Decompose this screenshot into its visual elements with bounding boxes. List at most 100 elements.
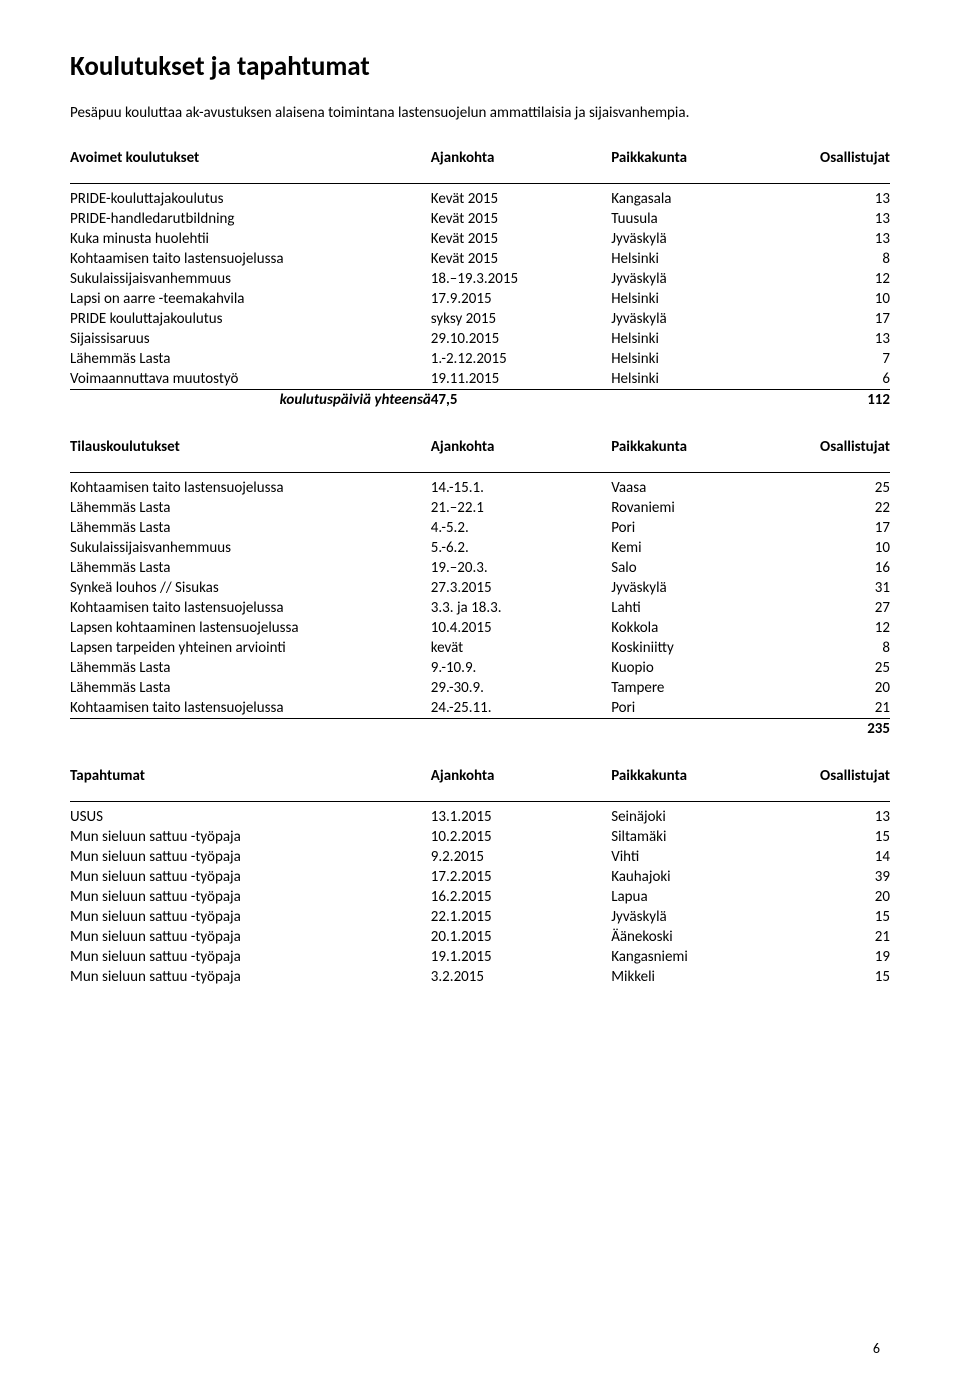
cell: Jyväskylä bbox=[611, 907, 791, 927]
table-row: Mun sieluun sattuu -työpaja22.1.2015Jyvä… bbox=[70, 907, 890, 927]
cell: Jyväskylä bbox=[611, 229, 791, 249]
cell: 22 bbox=[792, 498, 890, 518]
cell: 8 bbox=[792, 638, 890, 658]
table-row: Mun sieluun sattuu -työpaja9.2.2015Vihti… bbox=[70, 847, 890, 867]
cell: Kohtaamisen taito lastensuojelussa bbox=[70, 598, 431, 618]
cell: 13 bbox=[792, 229, 890, 249]
table-row: Lapsen tarpeiden yhteinen arviointikevät… bbox=[70, 638, 890, 658]
table-row: PRIDE kouluttajakoulutussyksy 2015Jyväsk… bbox=[70, 309, 890, 329]
cell: 15 bbox=[792, 827, 890, 847]
total-sum: 112 bbox=[792, 390, 890, 411]
cell: Pori bbox=[611, 698, 791, 719]
cell: 9.-10.9. bbox=[431, 658, 611, 678]
cell: Helsinki bbox=[611, 349, 791, 369]
table-row: Lähemmäs Lasta29.-30.9.Tampere20 bbox=[70, 678, 890, 698]
col-header: Avoimet koulutukset bbox=[70, 149, 431, 184]
table-row: USUS13.1.2015Seinäjoki13 bbox=[70, 802, 890, 828]
cell: Kokkola bbox=[611, 618, 791, 638]
cell: Mun sieluun sattuu -työpaja bbox=[70, 847, 431, 867]
cell: 20 bbox=[792, 678, 890, 698]
cell: 9.2.2015 bbox=[431, 847, 611, 867]
cell: Vaasa bbox=[611, 473, 791, 499]
table-row: Kohtaamisen taito lastensuojelussa24.-25… bbox=[70, 698, 890, 719]
cell: Voimaannuttava muutostyö bbox=[70, 369, 431, 390]
col-header: Paikkakunta bbox=[611, 149, 791, 184]
cell: 13.1.2015 bbox=[431, 802, 611, 828]
total-sum: 235 bbox=[792, 719, 890, 740]
table-row: Kohtaamisen taito lastensuojelussa3.3. j… bbox=[70, 598, 890, 618]
cell: Kevät 2015 bbox=[431, 249, 611, 269]
cell: Pori bbox=[611, 518, 791, 538]
cell: 16.2.2015 bbox=[431, 887, 611, 907]
cell: 17 bbox=[792, 518, 890, 538]
cell: Lähemmäs Lasta bbox=[70, 558, 431, 578]
cell: 12 bbox=[792, 618, 890, 638]
cell: Helsinki bbox=[611, 289, 791, 309]
table-row: Lähemmäs Lasta1.-2.12.2015Helsinki7 bbox=[70, 349, 890, 369]
cell: Mun sieluun sattuu -työpaja bbox=[70, 947, 431, 967]
table-row: Lähemmäs Lasta21.–22.1Rovaniemi22 bbox=[70, 498, 890, 518]
table-row: Mun sieluun sattuu -työpaja3.2.2015Mikke… bbox=[70, 967, 890, 987]
cell: 15 bbox=[792, 907, 890, 927]
table-row: Synkeä louhos // Sisukas27.3.2015Jyväsky… bbox=[70, 578, 890, 598]
cell: Kemi bbox=[611, 538, 791, 558]
cell: 27.3.2015 bbox=[431, 578, 611, 598]
col-header: Osallistujat bbox=[792, 767, 890, 802]
cell: Sukulaissijaisvanhemmuus bbox=[70, 269, 431, 289]
cell: Siltamäki bbox=[611, 827, 791, 847]
cell: 19 bbox=[792, 947, 890, 967]
cell: 20 bbox=[792, 887, 890, 907]
table-row: Kohtaamisen taito lastensuojelussaKevät … bbox=[70, 249, 890, 269]
table-row: Lapsi on aarre -teemakahvila17.9.2015Hel… bbox=[70, 289, 890, 309]
intro-paragraph: Pesäpuu kouluttaa ak-avustuksen alaisena… bbox=[70, 103, 890, 124]
table-row: Lähemmäs Lasta19.–20.3.Salo16 bbox=[70, 558, 890, 578]
table-row: Lapsen kohtaaminen lastensuojelussa10.4.… bbox=[70, 618, 890, 638]
cell: Rovaniemi bbox=[611, 498, 791, 518]
table-row: Voimaannuttava muutostyö19.11.2015Helsin… bbox=[70, 369, 890, 390]
cell: USUS bbox=[70, 802, 431, 828]
cell: 21 bbox=[792, 698, 890, 719]
cell: Tuusula bbox=[611, 209, 791, 229]
table-row: Mun sieluun sattuu -työpaja17.2.2015Kauh… bbox=[70, 867, 890, 887]
cell: Kohtaamisen taito lastensuojelussa bbox=[70, 249, 431, 269]
tilaus-table: Tilauskoulutukset Ajankohta Paikkakunta … bbox=[70, 438, 890, 739]
cell: Kangasniemi bbox=[611, 947, 791, 967]
table-row: Mun sieluun sattuu -työpaja10.2.2015Silt… bbox=[70, 827, 890, 847]
cell: Kauhajoki bbox=[611, 867, 791, 887]
cell: 4.-5.2. bbox=[431, 518, 611, 538]
cell: Mikkeli bbox=[611, 967, 791, 987]
cell: 13 bbox=[792, 329, 890, 349]
cell: Mun sieluun sattuu -työpaja bbox=[70, 907, 431, 927]
cell: 25 bbox=[792, 658, 890, 678]
table-row: Sukulaissijaisvanhemmuus5.-6.2.Kemi10 bbox=[70, 538, 890, 558]
cell: 15 bbox=[792, 967, 890, 987]
col-header: Ajankohta bbox=[431, 149, 611, 184]
cell: Kevät 2015 bbox=[431, 184, 611, 210]
cell: Mun sieluun sattuu -työpaja bbox=[70, 927, 431, 947]
cell: 24.-25.11. bbox=[431, 698, 611, 719]
cell: 31 bbox=[792, 578, 890, 598]
cell: 6 bbox=[792, 369, 890, 390]
cell: Lapsen kohtaaminen lastensuojelussa bbox=[70, 618, 431, 638]
cell: 21.–22.1 bbox=[431, 498, 611, 518]
table-row: Sijaissisaruus29.10.2015Helsinki13 bbox=[70, 329, 890, 349]
cell: 10.4.2015 bbox=[431, 618, 611, 638]
cell: Sukulaissijaisvanhemmuus bbox=[70, 538, 431, 558]
cell: 29.10.2015 bbox=[431, 329, 611, 349]
cell: Lähemmäs Lasta bbox=[70, 678, 431, 698]
cell: Mun sieluun sattuu -työpaja bbox=[70, 827, 431, 847]
cell: Kevät 2015 bbox=[431, 209, 611, 229]
col-header: Paikkakunta bbox=[611, 438, 791, 473]
cell: Mun sieluun sattuu -työpaja bbox=[70, 867, 431, 887]
col-header: Tapahtumat bbox=[70, 767, 431, 802]
cell: 27 bbox=[792, 598, 890, 618]
table-row: Kuka minusta huolehtiiKevät 2015Jyväskyl… bbox=[70, 229, 890, 249]
tapahtumat-table: Tapahtumat Ajankohta Paikkakunta Osallis… bbox=[70, 767, 890, 987]
cell: Kohtaamisen taito lastensuojelussa bbox=[70, 698, 431, 719]
cell: Salo bbox=[611, 558, 791, 578]
col-header: Paikkakunta bbox=[611, 767, 791, 802]
cell: 13 bbox=[792, 209, 890, 229]
cell: 7 bbox=[792, 349, 890, 369]
total-label: koulutuspäiviä yhteensä bbox=[280, 391, 431, 409]
cell: Lahti bbox=[611, 598, 791, 618]
